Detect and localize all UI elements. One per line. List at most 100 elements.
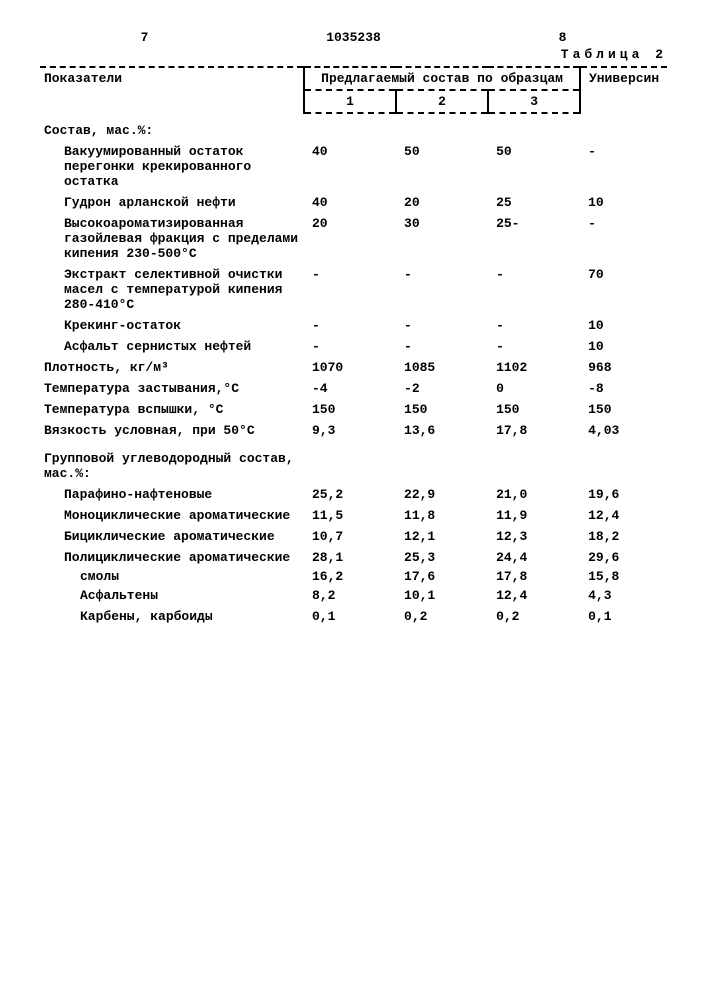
left-page-number: 7	[40, 30, 249, 45]
cell-value: 17,8	[488, 420, 580, 441]
cell-value	[580, 441, 667, 484]
cell-value: 30	[396, 213, 488, 264]
cell-value: 968	[580, 357, 667, 378]
cell-value: 16,2	[304, 568, 396, 585]
cell-value	[488, 113, 580, 141]
row-label: Парафино-нафтеновые	[40, 484, 304, 505]
cell-value: 25	[488, 192, 580, 213]
cell-value: 28,1	[304, 547, 396, 568]
cell-value: 1070	[304, 357, 396, 378]
table-row: Карбены, карбоиды0,10,20,20,1	[40, 606, 667, 627]
cell-value: 50	[396, 141, 488, 192]
cell-value: 24,4	[488, 547, 580, 568]
table-row: Асфальтены8,210,112,44,3	[40, 585, 667, 606]
cell-value: 10	[580, 315, 667, 336]
document-number: 1035238	[249, 30, 458, 45]
col-header-1: 1	[304, 90, 396, 113]
cell-value: 29,6	[580, 547, 667, 568]
cell-value: 8,2	[304, 585, 396, 606]
table-row: Гудрон арланской нефти40202510	[40, 192, 667, 213]
col-header-universin: Универсин	[580, 67, 667, 113]
table-row: Вязкость условная, при 50°С9,313,617,84,…	[40, 420, 667, 441]
cell-value: -	[396, 336, 488, 357]
cell-value: -	[580, 141, 667, 192]
right-page-number: 8	[458, 30, 667, 45]
cell-value: 4,03	[580, 420, 667, 441]
row-label: Крекинг-остаток	[40, 315, 304, 336]
cell-value: 150	[488, 399, 580, 420]
cell-value: 10,7	[304, 526, 396, 547]
col-header-proposed: Предлагаемый состав по образцам	[304, 67, 580, 90]
row-label: Полициклические ароматические	[40, 547, 304, 568]
cell-value: -	[580, 213, 667, 264]
row-label: Вакуумированный остаток перегонки крекир…	[40, 141, 304, 192]
table-row: Групповой углеводородный состав, мас.%:	[40, 441, 667, 484]
cell-value	[488, 441, 580, 484]
cell-value: 0,2	[488, 606, 580, 627]
row-label: Асфальтены	[40, 585, 304, 606]
row-label: Экстракт селективной очистки масел с тем…	[40, 264, 304, 315]
table-row: Плотность, кг/м³107010851102968	[40, 357, 667, 378]
cell-value	[580, 113, 667, 141]
cell-value	[304, 441, 396, 484]
table-row: Высокоароматизированная газойлевая фракц…	[40, 213, 667, 264]
cell-value: -	[304, 315, 396, 336]
cell-value: -4	[304, 378, 396, 399]
table-row: смолы16,217,617,815,8	[40, 568, 667, 585]
col-header-3: 3	[488, 90, 580, 113]
table-row: Состав, мас.%:	[40, 113, 667, 141]
table-row: Бициклические ароматические10,712,112,31…	[40, 526, 667, 547]
cell-value: 12,3	[488, 526, 580, 547]
cell-value: 20	[304, 213, 396, 264]
cell-value: -	[488, 315, 580, 336]
row-label: Вязкость условная, при 50°С	[40, 420, 304, 441]
cell-value: 12,1	[396, 526, 488, 547]
cell-value: 17,6	[396, 568, 488, 585]
cell-value: 1085	[396, 357, 488, 378]
table-row: Крекинг-остаток---10	[40, 315, 667, 336]
table-row: Полициклические ароматические28,125,324,…	[40, 547, 667, 568]
cell-value: 12,4	[580, 505, 667, 526]
row-label: Плотность, кг/м³	[40, 357, 304, 378]
cell-value: -	[304, 336, 396, 357]
cell-value: 1102	[488, 357, 580, 378]
cell-value: 10	[580, 336, 667, 357]
cell-value: 25-	[488, 213, 580, 264]
cell-value: -8	[580, 378, 667, 399]
cell-value: 11,5	[304, 505, 396, 526]
cell-value: 18,2	[580, 526, 667, 547]
row-label: Групповой углеводородный состав, мас.%:	[40, 441, 304, 484]
cell-value: 0,1	[580, 606, 667, 627]
cell-value: -2	[396, 378, 488, 399]
row-label: Температура вспышки, °С	[40, 399, 304, 420]
cell-value: 22,9	[396, 484, 488, 505]
row-label: Бициклические ароматические	[40, 526, 304, 547]
cell-value: 20	[396, 192, 488, 213]
cell-value: 12,4	[488, 585, 580, 606]
cell-value: -	[488, 336, 580, 357]
cell-value: 40	[304, 192, 396, 213]
data-table: Показатели Предлагаемый состав по образц…	[40, 66, 667, 627]
cell-value: 40	[304, 141, 396, 192]
row-label: Температура застывания,°С	[40, 378, 304, 399]
table-row: Парафино-нафтеновые25,222,921,019,6	[40, 484, 667, 505]
cell-value: 19,6	[580, 484, 667, 505]
cell-value: -	[396, 264, 488, 315]
row-label: Карбены, карбоиды	[40, 606, 304, 627]
cell-value: 10	[580, 192, 667, 213]
cell-value: -	[488, 264, 580, 315]
table-row: Температура вспышки, °С150150150150	[40, 399, 667, 420]
table-row: Вакуумированный остаток перегонки крекир…	[40, 141, 667, 192]
row-label: Высокоароматизированная газойлевая фракц…	[40, 213, 304, 264]
cell-value: 15,8	[580, 568, 667, 585]
cell-value: 150	[580, 399, 667, 420]
cell-value: 17,8	[488, 568, 580, 585]
cell-value: 50	[488, 141, 580, 192]
cell-value: 9,3	[304, 420, 396, 441]
cell-value	[304, 113, 396, 141]
cell-value: 0,1	[304, 606, 396, 627]
row-label: Гудрон арланской нефти	[40, 192, 304, 213]
table-row: Температура застывания,°С-4-20-8	[40, 378, 667, 399]
col-header-2: 2	[396, 90, 488, 113]
row-label: Асфальт сернистых нефтей	[40, 336, 304, 357]
